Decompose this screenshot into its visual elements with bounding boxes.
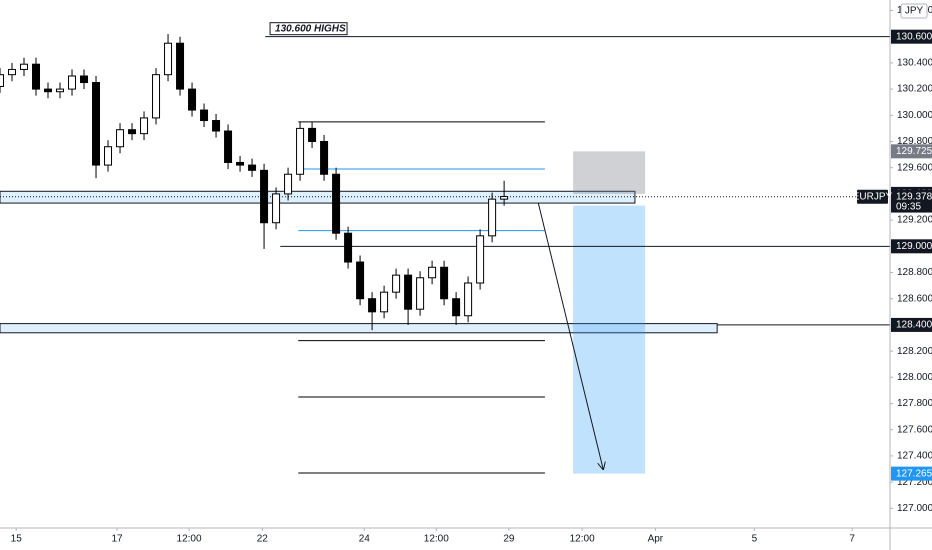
plot-area: 130.600 HIGHS (0, 22, 890, 474)
x-tick-label: 29 (503, 534, 515, 545)
candle-body (248, 164, 257, 171)
candle-body (308, 127, 317, 142)
x-tick-label: 5 (752, 534, 758, 545)
x-tick-label: 7 (849, 534, 855, 545)
candle-body (344, 232, 353, 263)
candle-body (176, 42, 185, 90)
candle-body (392, 274, 401, 293)
candle-body (224, 130, 233, 163)
x-tick-label: 22 (257, 534, 269, 545)
candle-body (236, 161, 245, 166)
candle-body (116, 129, 125, 148)
candle-body (368, 298, 377, 313)
currency-box (900, 3, 928, 19)
y-tick-label: 128.200 (897, 346, 932, 357)
y-tick-label: 128.600 (897, 293, 932, 304)
y-tick-label: 130.000 (897, 110, 932, 121)
x-tick-label: 12:00 (424, 534, 449, 545)
x-tick-label: 15 (11, 534, 23, 545)
zone (0, 323, 718, 334)
candle-body (356, 261, 365, 300)
stop-label-bg (891, 144, 932, 159)
price-label: 129.000 (896, 241, 932, 252)
candle-body (332, 173, 341, 234)
arrow (537, 202, 603, 469)
x-tick-label: 12:00 (177, 534, 202, 545)
candle-body (128, 129, 137, 135)
candle-body (428, 266, 437, 279)
symbol-tag: EURJPY (853, 191, 893, 202)
current-price-bg (891, 189, 932, 212)
candle-body (8, 68, 17, 76)
candle-body (68, 75, 77, 90)
candle-body (476, 235, 485, 284)
current-price-label: 129.378 (896, 191, 932, 202)
target-box (573, 205, 646, 474)
y-tick-label: 130.400 (897, 58, 932, 69)
y-tick-label: 129.200 (897, 215, 932, 226)
candle-body (20, 63, 29, 70)
y-tick-label: 129.800 (897, 136, 932, 147)
candle-body (200, 109, 209, 122)
currency: JPY (905, 6, 924, 17)
candle-body (464, 282, 473, 317)
y-tick-label: 127.400 (897, 451, 932, 462)
y-tick-label: 127.600 (897, 424, 932, 435)
candle-body (164, 42, 173, 76)
x-tick-label: 24 (359, 534, 371, 545)
y-tick-label: 130.200 (897, 84, 932, 95)
candle-body (56, 88, 65, 93)
candle-body (212, 120, 221, 132)
y-tick-label: 127.000 (897, 503, 932, 514)
candle-body (488, 198, 497, 237)
y-tick-label: 127.200 (897, 477, 932, 488)
y-tick-label: 128.000 (897, 372, 932, 383)
candle-body (284, 173, 293, 195)
price-label-bg (891, 317, 932, 332)
x-tick-label: 12:00 (570, 534, 595, 545)
candle-body (272, 193, 281, 224)
candle-body (152, 74, 161, 119)
candle-body (32, 63, 41, 90)
price-label-bg (891, 29, 932, 44)
candle-body (260, 169, 269, 224)
axes: 127.000 127.200 127.400 127.600 127.800 128.0… (11, 3, 932, 545)
candle-body (296, 127, 305, 175)
candle-body (452, 298, 461, 317)
stop-label: 129.725 (896, 146, 932, 157)
candle-body (44, 88, 53, 93)
price-label-bg (891, 239, 932, 254)
x-tick-label: Apr (648, 534, 664, 545)
candle-body (140, 117, 149, 135)
price-label: 130.600 (896, 31, 932, 42)
stop-box (573, 151, 646, 194)
target-label-bg (891, 466, 932, 481)
candle-body (104, 146, 113, 166)
x-tick-label: 17 (111, 534, 123, 545)
annotation-text: 130.600 HIGHS (275, 23, 346, 34)
symbol-tag-bg (857, 189, 888, 204)
candle-body (188, 88, 197, 111)
price-label: 128.400 (896, 320, 932, 331)
candle-body (0, 74, 4, 87)
candle-body (92, 82, 101, 166)
annotation-box (269, 22, 348, 36)
candle-body (404, 274, 413, 310)
y-tick-label: 127.800 (897, 398, 932, 409)
candle-body (320, 140, 329, 175)
candle-body (500, 196, 509, 200)
countdown: 09:35 (896, 201, 921, 212)
candle-body (80, 75, 89, 84)
candle-body (416, 277, 425, 310)
y-tick-label: 129.600 (897, 162, 932, 173)
y-tick-label: 128.800 (897, 267, 932, 278)
candle-body (440, 266, 449, 300)
zone (0, 190, 636, 204)
target-label: 127.265 (896, 468, 932, 479)
candle-body (380, 291, 389, 313)
